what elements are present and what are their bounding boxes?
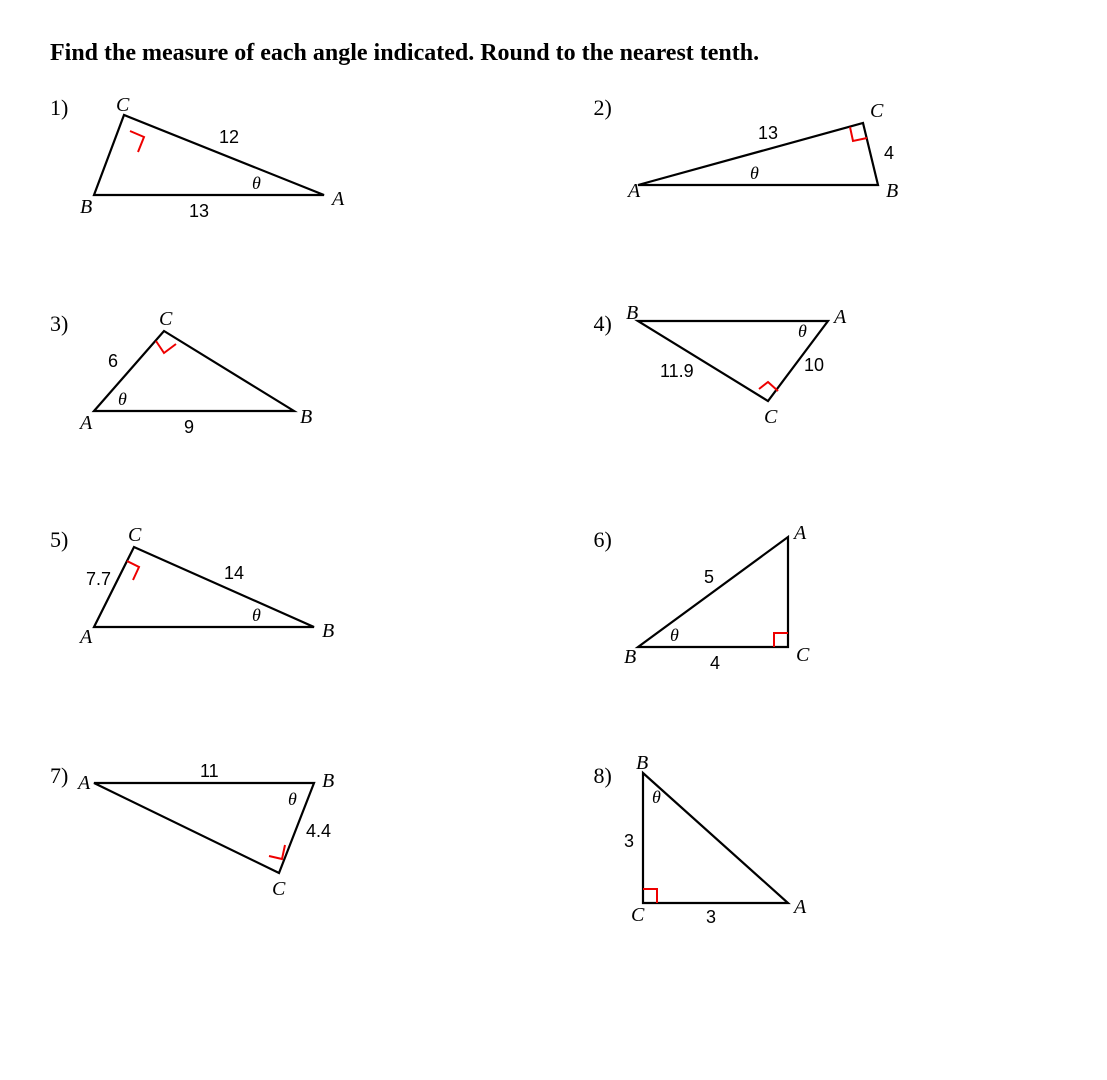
triangle [94,547,314,627]
right-angle-icon [774,633,788,647]
problem-number: 6) [594,527,628,553]
right-angle-icon [156,341,176,353]
vertex-C: C [870,100,884,122]
figure: C B A 12 13 θ [84,95,364,231]
figure: C A B 6 9 θ [84,311,334,447]
vertex-C: C [764,406,778,428]
right-angle-icon [643,889,657,903]
problem-4: 4) B A C 11.9 10 θ [594,311,1058,447]
theta-label: θ [252,605,261,625]
vertex-A: A [626,180,641,202]
side-CA: 12 [219,127,239,147]
theta-label: θ [750,163,759,183]
right-angle-icon [130,131,144,152]
side-CB: 4 [884,143,894,163]
vertex-A: A [832,306,847,328]
side-AC: 7.7 [86,569,111,589]
side-AB: 11 [200,761,219,781]
figure: B C A 3 3 θ [628,763,828,939]
vertex-C: C [272,878,286,900]
side-BC: 4 [710,653,720,673]
side-BA: 13 [189,201,209,221]
vertex-B: B [636,752,648,774]
right-angle-icon [127,561,139,580]
side-CB: 14 [224,563,244,583]
problem-number: 2) [594,95,628,121]
vertex-B: B [322,620,334,642]
vertex-B: B [886,180,898,202]
vertex-B: B [80,196,92,218]
vertex-A: A [792,522,807,544]
instruction-text: Find the measure of each angle indicated… [50,40,1057,67]
triangle [643,773,788,903]
problem-8: 8) B C A 3 3 θ [594,763,1058,939]
theta-label: θ [652,787,661,807]
theta-label: θ [252,173,261,193]
side-AC: 13 [758,123,778,143]
vertex-C: C [159,308,173,330]
vertex-B: B [300,406,312,428]
vertex-A: A [330,188,345,210]
right-angle-icon [759,382,778,391]
problem-number: 1) [50,95,84,121]
figure: A C B 13 4 θ [628,95,918,221]
problem-6: 6) A B C 5 4 θ [594,527,1058,683]
side-CA: 3 [706,907,716,927]
problem-5: 5) C A B 7.7 14 θ [50,527,514,683]
vertex-B: B [624,646,636,668]
vertex-A: A [78,626,93,648]
theta-label: θ [670,625,679,645]
problem-7: 7) A B C 11 4.4 θ [50,763,514,939]
problem-1: 1) C B A 12 13 θ [50,95,514,231]
theta-label: θ [288,789,297,809]
problem-grid: 1) C B A 12 13 θ 2) A C B [50,95,1057,939]
triangle [638,537,788,647]
figure: C A B 7.7 14 θ [84,527,354,663]
figure: A B C 5 4 θ [628,527,838,683]
vertex-A: A [792,896,807,918]
problem-2: 2) A C B 13 4 θ [594,95,1058,231]
vertex-C: C [631,904,645,926]
problem-number: 4) [594,311,628,337]
vertex-B: B [322,770,334,792]
side-AB: 9 [184,417,194,437]
theta-label: θ [118,389,127,409]
problem-3: 3) C A B 6 9 θ [50,311,514,447]
problem-number: 8) [594,763,628,789]
side-BA: 5 [704,567,714,587]
side-CA: 10 [804,355,824,375]
vertex-B: B [626,302,638,324]
theta-label: θ [798,321,807,341]
problem-number: 5) [50,527,84,553]
triangle [94,115,324,195]
vertex-C: C [796,644,810,666]
side-BC: 4.4 [306,821,331,841]
vertex-A: A [76,772,91,794]
side-BC: 3 [624,831,634,851]
vertex-C: C [128,524,142,546]
right-angle-icon [269,845,285,859]
figure: A B C 11 4.4 θ [84,763,354,909]
side-BC: 11.9 [660,361,694,381]
problem-number: 3) [50,311,84,337]
vertex-A: A [78,412,93,434]
side-AC: 6 [108,351,118,371]
figure: B A C 11.9 10 θ [628,311,868,437]
vertex-C: C [116,94,130,116]
